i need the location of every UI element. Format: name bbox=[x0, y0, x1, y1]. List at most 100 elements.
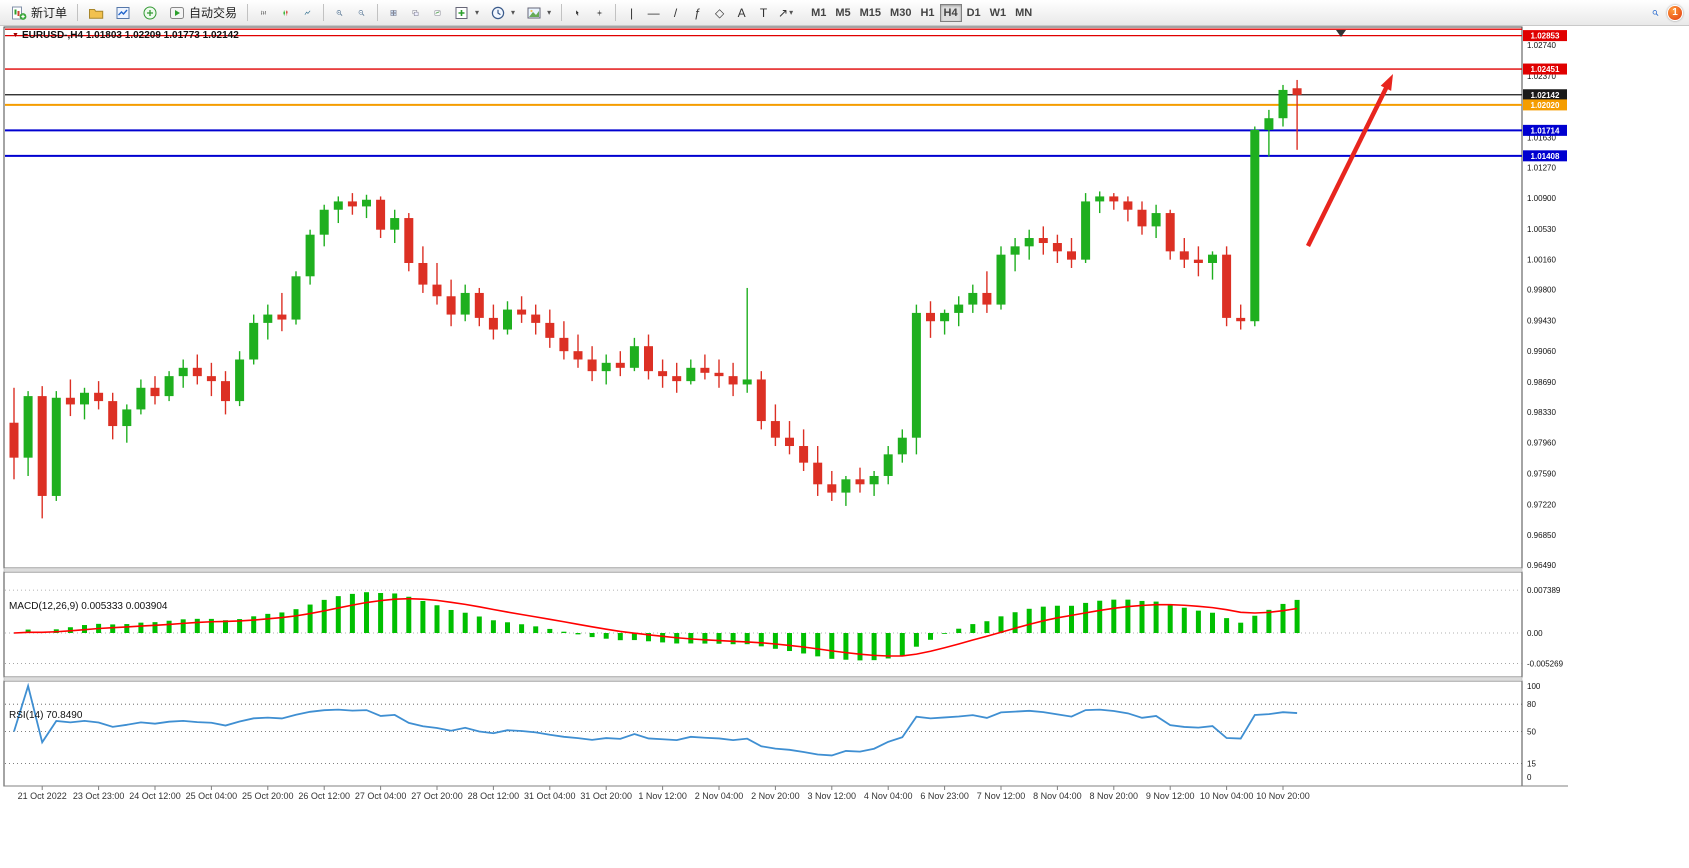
rsi-scale-label: 80 bbox=[1527, 700, 1536, 709]
template-button[interactable]: ▾ bbox=[521, 2, 556, 24]
macd-panel[interactable] bbox=[3, 571, 1523, 678]
fibonacci-tool-button[interactable]: ƒ bbox=[687, 3, 708, 23]
candle-body bbox=[799, 446, 809, 463]
candle-body bbox=[841, 479, 851, 493]
time-axis-label: 31 Oct 04:00 bbox=[524, 791, 576, 801]
text-tool-button[interactable]: A bbox=[731, 3, 752, 23]
candle-body bbox=[926, 312, 935, 322]
panel-splitter[interactable] bbox=[3, 676, 1523, 682]
price-badge bbox=[1523, 150, 1567, 162]
arrow-tool-icon: ↗ bbox=[778, 5, 789, 20]
time-axis-label: 2 Nov 04:00 bbox=[695, 791, 744, 801]
trendline-tool-button[interactable]: / bbox=[665, 3, 686, 23]
chart-area[interactable]: 1.02740 1.02370 1.01630 1.01270 1.00900 1.005… bbox=[0, 26, 1689, 868]
new-chart-button[interactable]: ▾ bbox=[449, 2, 484, 24]
candle-body bbox=[9, 422, 19, 458]
price-badge bbox=[1523, 30, 1567, 42]
candle-body bbox=[1165, 213, 1175, 252]
trend-arrow-annotation[interactable] bbox=[1305, 81, 1391, 247]
candle-body bbox=[615, 362, 625, 368]
trendline-icon: / bbox=[673, 5, 678, 20]
timeframe-M1[interactable]: M1 bbox=[811, 6, 827, 19]
candle-body bbox=[65, 397, 75, 405]
candle-body bbox=[418, 262, 428, 285]
timeframe-W1[interactable]: W1 bbox=[989, 6, 1007, 19]
notification-badge[interactable]: 1 bbox=[1667, 4, 1683, 21]
shapes-tool-button[interactable]: ◇ bbox=[709, 3, 730, 23]
line-chart-type-button[interactable] bbox=[297, 3, 318, 23]
period-selector-button[interactable]: ▾ bbox=[485, 2, 520, 24]
timeframe-M30[interactable]: M30 bbox=[890, 6, 912, 19]
horizontal-line-tool-button[interactable]: — bbox=[643, 3, 664, 23]
chevron-down-icon: ▾ bbox=[547, 8, 552, 17]
time-axis-label: 1 Nov 12:00 bbox=[638, 791, 687, 801]
candle-body bbox=[1151, 213, 1161, 227]
zoom-in-button[interactable] bbox=[329, 3, 350, 23]
candle-body bbox=[136, 387, 146, 410]
label-tool-button[interactable]: T bbox=[753, 3, 774, 23]
new-order-icon bbox=[12, 6, 27, 20]
candle-body bbox=[770, 421, 780, 438]
timeframe-MN[interactable]: MN bbox=[1015, 6, 1033, 19]
macd-signal-line bbox=[13, 597, 1298, 657]
shift-marker-icon[interactable] bbox=[1336, 30, 1346, 37]
candle-body bbox=[1250, 129, 1260, 322]
market-watch-button[interactable] bbox=[110, 2, 136, 24]
terminal-button[interactable] bbox=[137, 2, 163, 24]
candle-body bbox=[291, 276, 301, 320]
auto-scroll-button[interactable] bbox=[427, 3, 448, 23]
candle-body bbox=[1208, 254, 1217, 263]
clock-icon bbox=[491, 6, 505, 19]
profiles-button[interactable] bbox=[83, 2, 109, 24]
candle-body bbox=[1067, 251, 1076, 260]
rsi-panel[interactable] bbox=[3, 680, 1523, 787]
candle-body bbox=[235, 359, 245, 402]
price-tick-label: 0.99800 bbox=[1527, 286, 1556, 295]
cursor-tool-button[interactable] bbox=[567, 3, 588, 23]
shapes-icon: ◇ bbox=[714, 5, 725, 20]
timeframe-D1[interactable]: D1 bbox=[966, 6, 981, 19]
market-watch-icon bbox=[116, 6, 130, 19]
timeframe-M15[interactable]: M15 bbox=[859, 6, 882, 19]
candle-body bbox=[1081, 201, 1091, 260]
price-tick-label: 0.98690 bbox=[1527, 378, 1556, 387]
candle-body bbox=[108, 401, 118, 427]
bar-chart-type-button[interactable] bbox=[253, 3, 274, 23]
new-chart-icon bbox=[455, 6, 468, 19]
auto-trading-button[interactable]: 自动交易 bbox=[164, 2, 242, 24]
candle-body bbox=[1236, 317, 1246, 322]
main-chart-panel[interactable] bbox=[3, 26, 1523, 569]
candlestick-chart-type-button[interactable] bbox=[275, 3, 296, 23]
timeframe-H1[interactable]: H1 bbox=[920, 6, 935, 19]
candle-body bbox=[996, 254, 1006, 305]
candle-body bbox=[897, 437, 907, 455]
candle-body bbox=[1052, 243, 1062, 252]
candle-body bbox=[150, 387, 160, 397]
terminal-icon bbox=[143, 6, 157, 19]
timeframe-H4[interactable]: H4 bbox=[939, 3, 962, 22]
rsi-scale-label: 50 bbox=[1527, 728, 1536, 737]
auto-trading-label: 自动交易 bbox=[189, 6, 238, 20]
candle-body bbox=[658, 371, 668, 377]
timeframe-M5[interactable]: M5 bbox=[835, 6, 851, 19]
arrows-tool-button[interactable]: ↗ ▾ bbox=[775, 3, 796, 23]
vertical-line-tool-button[interactable]: | bbox=[621, 3, 642, 23]
price-badge-label: 1.02853 bbox=[1531, 32, 1560, 41]
chevron-down-icon: ▾ bbox=[475, 8, 480, 17]
crosshair-icon bbox=[596, 9, 603, 16]
price-badge-label: 1.02142 bbox=[1531, 91, 1560, 100]
search-button[interactable] bbox=[1645, 3, 1666, 23]
tile-windows-button[interactable] bbox=[383, 3, 404, 23]
fibonacci-icon: ƒ bbox=[694, 5, 701, 20]
panel-splitter[interactable] bbox=[3, 567, 1523, 573]
rsi-scale-label: 0 bbox=[1527, 773, 1532, 782]
new-order-button[interactable]: 新订单 bbox=[6, 2, 72, 24]
candle-body bbox=[545, 322, 555, 338]
cascade-windows-button[interactable] bbox=[405, 3, 426, 23]
price-tick-label: 1.01270 bbox=[1527, 163, 1556, 172]
price-badge bbox=[1523, 99, 1567, 111]
time-axis-label: 27 Oct 04:00 bbox=[355, 791, 407, 801]
zoom-out-button[interactable] bbox=[351, 3, 372, 23]
crosshair-tool-button[interactable] bbox=[589, 3, 610, 23]
line-chart-icon bbox=[304, 10, 311, 15]
